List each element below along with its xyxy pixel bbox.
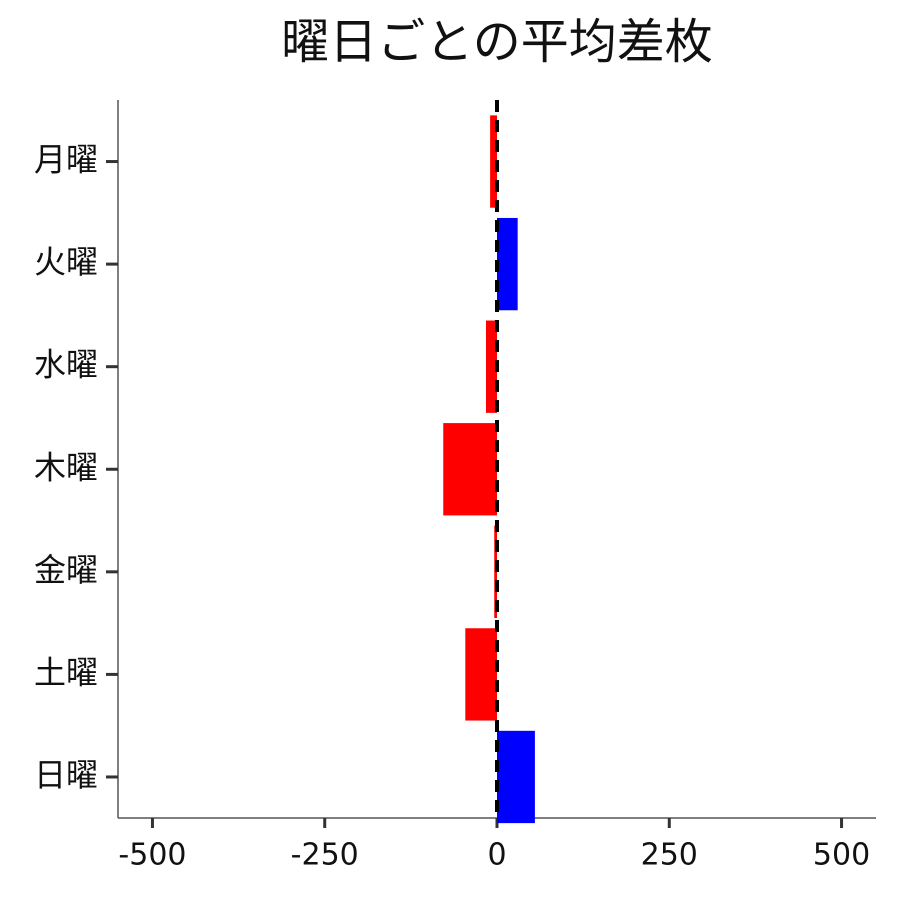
y-tick-label: 土曜 [34,653,98,691]
bar [465,628,497,721]
y-tick-label: 金曜 [34,551,98,589]
y-tick-label: 月曜 [34,141,98,179]
x-tick-label: 250 [641,838,698,873]
bar [497,217,518,311]
x-tick-label: -500 [118,838,186,873]
chart-title: 曜日ごとの平均差枚 [281,14,713,70]
bar [490,115,497,208]
bar [497,730,535,824]
y-tick-label: 水曜 [34,346,98,384]
x-tick-label: -250 [291,838,359,873]
bar [443,423,497,516]
x-tick-label: 0 [487,838,506,873]
x-tick-label: 500 [813,838,870,873]
y-tick-label: 火曜 [34,243,98,281]
y-tick-label: 日曜 [34,756,98,794]
y-tick-label: 木曜 [34,448,98,486]
bar [485,320,497,413]
